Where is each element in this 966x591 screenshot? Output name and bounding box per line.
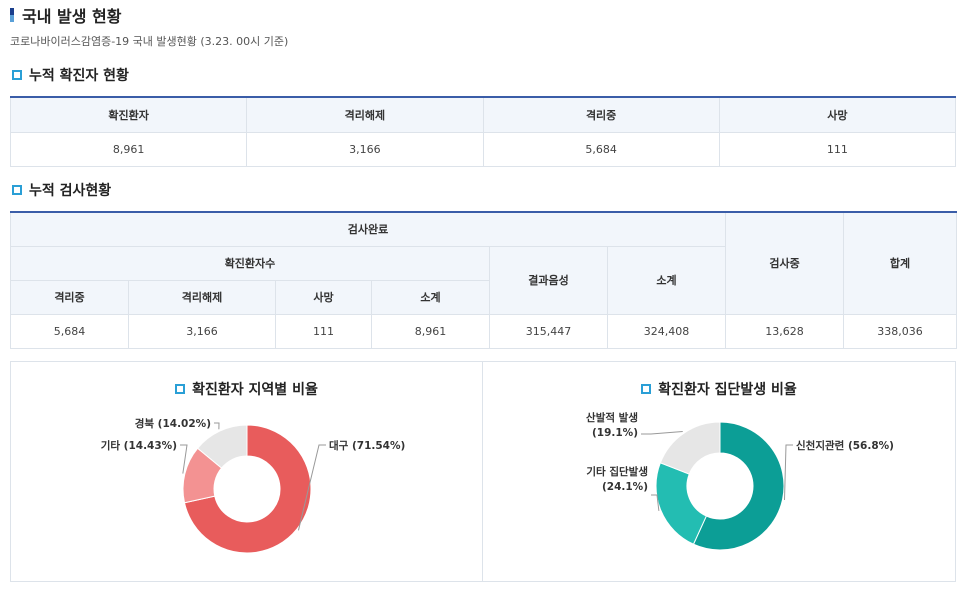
subheader-deceased: 사망 [275,279,372,315]
value-tests-total: 338,036 [843,313,958,349]
chart-0-label-0: 대구 (71.54%) [329,439,405,452]
chart-cluster-svg: 신천지관련 (56.8%) 기타 집단발생 (24.1%) 산발적 발생 (19.1%) [586,411,894,551]
chart-0-label-1: 기타 (14.43%) [101,439,177,452]
chart-0-slice-2 [196,424,248,469]
chart-cluster: 확진환자 집단발생 비율 신천지관련 (56.8%) 기타 집단발생 (24.1%)… [482,361,956,582]
page-title: 국내 발생 현황 [10,4,121,26]
header-subtotal-completed: 소계 [606,245,727,315]
square-bullet-icon [12,70,22,80]
header-completed: 검사완료 [9,211,727,247]
value-deceased: 111 [718,131,957,167]
chart-1-label-1: 기타 집단발생 (24.1%) [586,465,648,493]
chart-region: 확진환자 지역별 비율 대구 (71.54%) 기타 (14.43%) 경북 (14… [10,361,483,582]
header-confirmed: 확진환자 [9,96,248,133]
header-isolated: 격리중 [482,96,720,133]
value-tests-subtotal: 8,961 [371,313,490,349]
chart-region-svg: 대구 (71.54%) 기타 (14.43%) 경북 (14.02%) [101,417,405,554]
tests-table: 검사완료 검사중 합계 확진환자수 결과음성 소계 격리중 격리해제 사망 소계… [9,211,958,349]
section-title-confirmed-text: 누적 확진자 현황 [29,68,129,84]
value-isolated: 5,684 [482,131,720,167]
value-released: 3,166 [246,131,484,167]
header-confirmed-count: 확진환자수 [10,245,490,281]
chart-1-leader-0 [783,444,793,501]
value-tests-released: 3,166 [128,313,276,349]
value-tests-deceased: 111 [275,313,372,349]
section-title-confirmed: 누적 확진자 현황 [12,65,129,85]
chart-1-slice-0 [692,421,785,551]
subheader-released: 격리해제 [128,279,276,315]
value-tests-testing: 13,628 [725,313,845,349]
chart-1-leader-1 [651,494,660,511]
chart-0-leader-1 [180,444,188,474]
chart-0-leader-2 [214,422,220,430]
header-testing: 검사중 [725,211,845,315]
header-deceased: 사망 [718,96,957,133]
chart-1-leader-2 [641,431,683,435]
chart-1-label-2: 산발적 발생 (19.1%) [586,411,638,439]
chart-0-label-2: 경북 (14.02%) [135,417,211,430]
value-tests-negative: 315,447 [489,313,608,349]
subheader-isolated: 격리중 [10,279,129,315]
chart-cluster-title: 확진환자 집단발생 비율 [483,379,955,399]
chart-region-title: 확진환자 지역별 비율 [11,379,482,399]
title-bar-icon [10,8,14,22]
chart-0-leader-0 [297,444,326,531]
subheader-subtotal: 소계 [371,279,490,315]
value-tests-completed-subtotal: 324,408 [606,313,727,349]
chart-cluster-title-text: 확진환자 집단발생 비율 [658,382,797,398]
value-tests-isolated: 5,684 [10,313,129,349]
chart-1-slice-2 [659,421,721,475]
page-title-text: 국내 발생 현황 [22,7,122,26]
chart-region-title-text: 확진환자 지역별 비율 [192,382,318,398]
chart-1-slice-1 [655,462,707,545]
header-total: 합계 [843,211,958,315]
section-title-tests: 누적 검사현황 [12,180,111,200]
value-confirmed: 8,961 [9,131,248,167]
page-subtitle: 코로나바이러스감염증-19 국내 발생현황 (3.23. 00시 기준) [10,35,289,48]
confirmed-table: 확진환자 격리해제 격리중 사망 8,961 3,166 5,684 111 [9,96,957,167]
chart-0-slice-0 [183,424,312,554]
section-title-tests-text: 누적 검사현황 [29,183,112,199]
header-released: 격리해제 [246,96,484,133]
chart-1-label-0: 신천지관련 (56.8%) [796,439,894,452]
header-negative: 결과음성 [489,245,608,315]
square-bullet-icon [175,384,186,394]
square-bullet-icon [641,384,652,394]
square-bullet-icon [12,185,22,195]
